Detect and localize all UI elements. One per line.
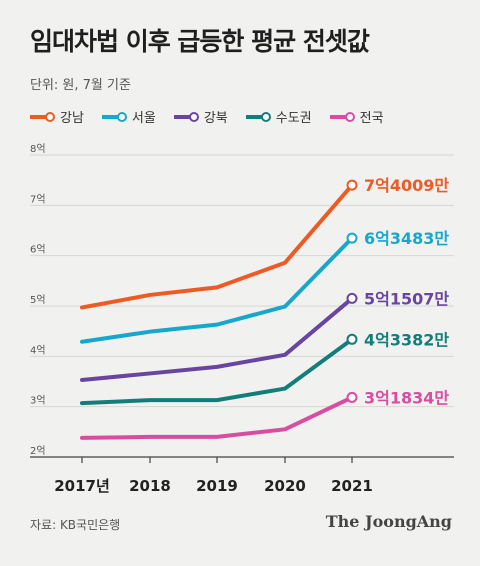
end-value-label: 6억3483만 (364, 229, 449, 248)
series-line-강남 (80, 183, 354, 310)
x-tick-label: 2018 (129, 477, 171, 495)
y-tick-label: 5억 (30, 294, 46, 306)
end-value-label: 7억4009만 (364, 176, 449, 195)
x-tick-label: 2017년 (54, 477, 110, 495)
legend-item: 수도권 (245, 107, 312, 126)
legend-label: 강남 (60, 111, 84, 126)
legend-item: 서울 (101, 107, 156, 126)
x-tick-label: 2020 (264, 477, 306, 495)
y-tick-label: 7억 (30, 193, 46, 205)
x-tick-label: 2021 (331, 477, 373, 495)
legend-label: 강북 (203, 111, 228, 126)
x-tick-label: 2019 (196, 477, 238, 495)
y-tick-label: 4억 (30, 344, 46, 356)
series-line-수도권 (80, 337, 354, 406)
end-point-marker (346, 292, 358, 304)
end-point-marker (346, 232, 358, 244)
legend-item: 강남 (30, 107, 84, 126)
source-note: 자료: KB국민은행 (30, 518, 121, 532)
brand-logo: The JoongAng (325, 512, 452, 531)
legend-swatch-icon (30, 111, 55, 122)
legend-swatch-icon (245, 111, 271, 122)
y-tick-label: 2억 (30, 445, 46, 457)
legend-swatch-icon (173, 111, 199, 122)
legend-label: 서울 (131, 111, 156, 126)
chart-title: 임대차법 이후 급등한 평균 전셋값 (30, 27, 370, 56)
end-value-label: 5억1507만 (364, 289, 449, 308)
y-tick-label: 3억 (30, 395, 46, 407)
end-point-marker (346, 333, 358, 345)
series-line-강북 (80, 296, 354, 382)
unit-note: 단위: 원, 7월 기준 (30, 78, 131, 93)
series-line-서울 (80, 236, 354, 344)
legend-item: 강북 (173, 107, 228, 126)
end-point-marker (346, 179, 358, 191)
legend-item: 전국 (329, 107, 384, 126)
y-tick-label: 6억 (30, 244, 46, 256)
end-point-marker (346, 391, 358, 403)
legend-label: 전국 (359, 111, 384, 126)
y-tick-label: 8억 (30, 143, 46, 155)
legend-swatch-icon (329, 111, 355, 122)
legend: 강남 서울 강북 수도권 전국 (30, 107, 384, 126)
end-value-label: 3억1834만 (364, 388, 449, 407)
legend-swatch-icon (101, 111, 127, 122)
legend-label: 수도권 (275, 111, 312, 126)
end-value-label: 4억3382만 (364, 330, 449, 349)
series-line-전국 (80, 395, 354, 440)
